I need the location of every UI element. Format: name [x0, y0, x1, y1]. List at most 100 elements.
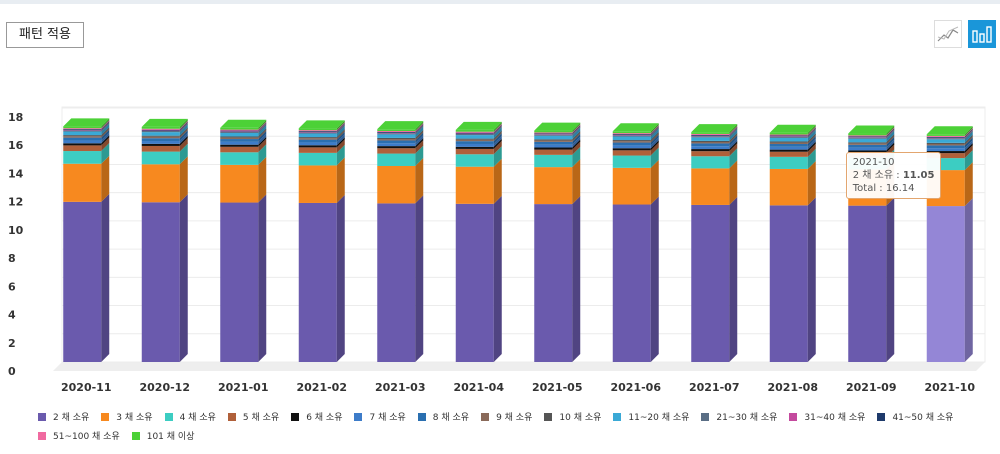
bar-side [807, 160, 816, 206]
bar-segment [769, 135, 808, 137]
bar-segment [141, 129, 180, 131]
bar-segment [63, 143, 102, 146]
legend-label: 10 채 소유 [559, 413, 602, 423]
bar-segment [926, 206, 965, 362]
bar-segment [926, 143, 965, 146]
bar-side [258, 119, 267, 130]
x-tick-label: 2020-12 [140, 381, 191, 394]
bar-side [807, 128, 816, 137]
legend-item[interactable]: 41~50 채 소유 [877, 410, 953, 423]
bar-side [807, 129, 816, 142]
bar-side [964, 130, 973, 140]
bar-segment [377, 131, 416, 132]
bar-side [964, 127, 973, 137]
bar-segment [926, 139, 965, 143]
tooltip: 2021-10 2 채 소유 : 11.05 Total : 16.14 [845, 152, 942, 199]
legend-label: 41~50 채 소유 [892, 413, 954, 423]
bar-side [179, 128, 188, 139]
bar-side [493, 140, 502, 155]
legend-item[interactable]: 8 채 소유 [417, 410, 469, 423]
bar-side [572, 125, 581, 135]
bar-segment [298, 128, 337, 131]
bar-segment [691, 156, 730, 169]
pattern-button[interactable]: 패턴 적용 [6, 22, 84, 48]
bar-segment [691, 142, 730, 144]
bar-side [179, 118, 188, 129]
x-tick-label: 2021-05 [532, 381, 583, 394]
bar-segment [848, 147, 887, 151]
bar-side [729, 125, 738, 135]
bar-segment [141, 164, 180, 203]
bar-top [298, 120, 345, 129]
bar-side [807, 197, 816, 362]
legend-swatch [877, 412, 886, 421]
bar-segment [534, 132, 573, 134]
legend-item[interactable]: 11~20 채 소유 [613, 410, 689, 423]
legend-item[interactable]: 2 채 소유 [38, 410, 89, 423]
bar-segment [926, 148, 965, 152]
bar-side [807, 135, 816, 147]
bar-segment [769, 168, 808, 206]
tooltip-series: 2 채 소유 [852, 170, 894, 181]
legend-item[interactable]: 6 채 소유 [291, 410, 342, 423]
bar-side [258, 124, 267, 137]
bar-side [650, 134, 659, 146]
legend-item[interactable]: 3 채 소유 [101, 410, 153, 423]
bar-side [807, 133, 816, 143]
legend-item[interactable]: 101 채 이상 [131, 429, 195, 442]
legend-item[interactable]: 21~30 채 소유 [701, 410, 777, 423]
bar-side [729, 124, 738, 134]
bar-segment [612, 148, 651, 151]
bar-side [179, 143, 188, 165]
bar-side [258, 121, 267, 131]
legend-item[interactable]: 4 채 소유 [164, 410, 216, 423]
bar-segment [377, 140, 416, 144]
legend-item[interactable]: 7 채 소유 [354, 410, 406, 423]
bar-segment [848, 143, 887, 145]
legend-swatch [544, 412, 553, 421]
bar-side [415, 124, 424, 134]
bar-side [729, 126, 738, 136]
bar-side [650, 128, 659, 141]
bar-segment [455, 133, 494, 136]
bar-segment [848, 133, 887, 136]
bar-side [572, 126, 581, 136]
bar-segment [220, 144, 259, 147]
tooltip-total: 16.14 [885, 183, 915, 194]
bar-side [650, 196, 659, 362]
y-tick-label: 0 [8, 365, 16, 378]
bar-side [258, 123, 267, 132]
bar-side [258, 194, 267, 362]
bar-segment [63, 140, 102, 144]
bar-segment [691, 133, 730, 135]
bar-segment [455, 143, 494, 147]
legend-swatch [38, 412, 46, 421]
tooltip-sep: : [879, 183, 883, 194]
legend-item[interactable]: 5 채 소유 [227, 410, 279, 423]
line-view-icon[interactable] [934, 20, 962, 48]
y-tick-label: 4 [8, 309, 16, 322]
bar-segment [612, 145, 651, 149]
bar-side [493, 138, 502, 149]
x-tick-label: 2021-08 [768, 381, 819, 394]
bar-segment [141, 138, 180, 142]
bar-side [101, 132, 110, 144]
legend-label: 6 채 소유 [306, 413, 343, 423]
legend-item[interactable]: 9 채 소유 [481, 410, 532, 423]
legend-item[interactable]: 10 채 소유 [544, 410, 601, 423]
bar-segment [63, 129, 102, 131]
bar-segment [691, 204, 730, 362]
legend-item[interactable]: 31~40 채 소유 [789, 410, 865, 423]
bar-segment [769, 146, 808, 150]
bar-side [258, 136, 267, 147]
legend-item[interactable]: 51~100 채 소유 [38, 429, 120, 442]
bar-side [572, 146, 581, 168]
bar-view-icon[interactable] [968, 20, 996, 48]
legend-label: 101 채 이상 [146, 432, 195, 442]
bar-side [179, 130, 188, 142]
top-border [0, 0, 1000, 4]
tooltip-value: 11.05 [902, 170, 935, 181]
bar-segment [534, 130, 573, 133]
bar-side [415, 126, 424, 138]
legend-swatch [131, 431, 140, 440]
